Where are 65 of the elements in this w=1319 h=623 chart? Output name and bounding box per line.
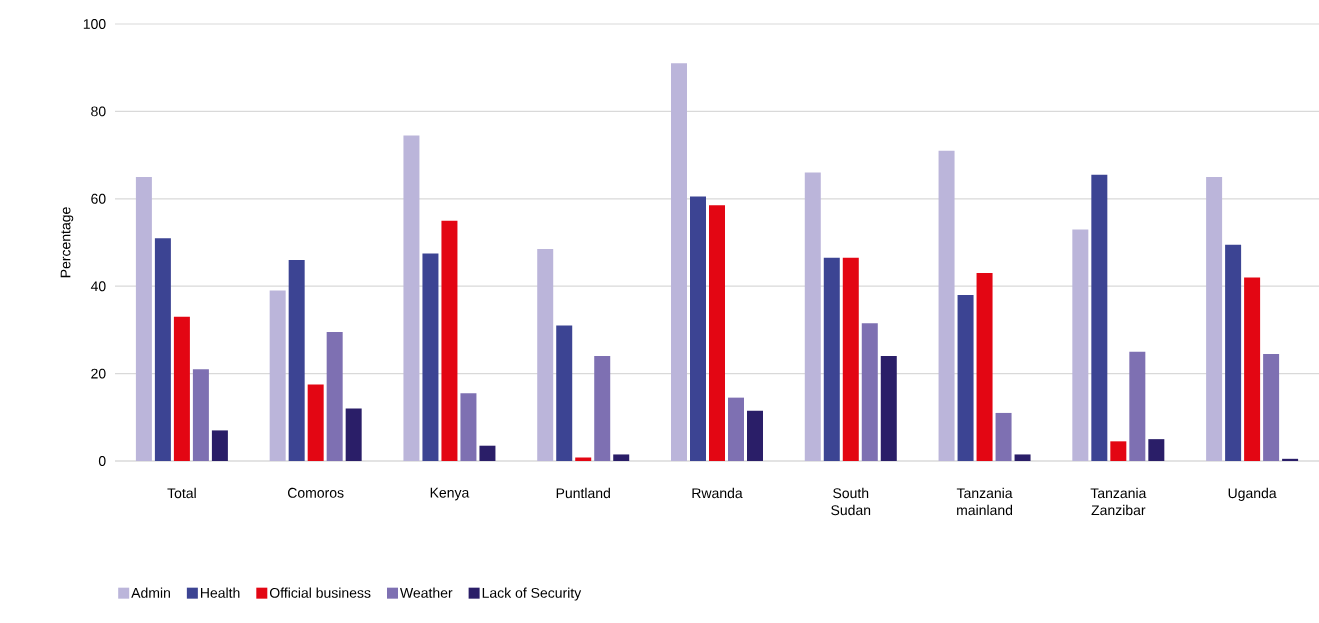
bar — [1129, 351, 1146, 461]
bar — [842, 257, 859, 461]
legend-label: Weather — [400, 587, 453, 598]
bar — [957, 294, 974, 461]
bar — [460, 393, 477, 461]
bar — [823, 257, 840, 461]
bar — [479, 445, 496, 461]
bar — [671, 63, 687, 461]
bar — [537, 249, 554, 461]
bar — [1072, 229, 1089, 461]
y-axis-title: Percentage — [60, 207, 74, 278]
legend-label: Health — [201, 587, 240, 598]
bar — [880, 356, 897, 461]
bar — [441, 220, 458, 461]
x-tick-label: Rwanda — [692, 487, 743, 499]
bar — [976, 273, 993, 461]
legend-label: Official business — [269, 587, 371, 598]
bar — [861, 323, 878, 461]
x-tick-label: Puntland — [556, 487, 610, 499]
bar — [1225, 244, 1242, 461]
y-tick-label: 0 — [98, 456, 106, 466]
x-tick-label: Tanzania Zanzibar — [1090, 487, 1147, 516]
bar — [1206, 176, 1223, 461]
bar — [403, 135, 420, 461]
x-tick-label: Uganda — [1228, 487, 1277, 501]
bar — [192, 369, 209, 461]
x-tick-label: Kenya — [430, 487, 470, 501]
bar — [728, 397, 744, 461]
bar — [211, 430, 228, 461]
bar — [269, 290, 286, 461]
x-tick-label: South Sudan — [831, 487, 871, 516]
bar — [1282, 458, 1299, 461]
x-tick-label: Total — [167, 487, 196, 499]
legend-label: Lack of Security — [482, 587, 582, 601]
bar — [556, 325, 573, 461]
bar — [307, 384, 324, 461]
bar — [326, 332, 343, 461]
bar — [690, 196, 706, 461]
bar — [288, 259, 305, 461]
y-tick-label: 80 — [91, 106, 106, 117]
bar — [1244, 277, 1261, 461]
bar — [747, 410, 763, 461]
y-tick-label: 100 — [83, 19, 106, 29]
bar — [1263, 353, 1280, 461]
bar — [1148, 439, 1165, 461]
legend-label: Admin — [131, 587, 170, 598]
y-tick-label: 40 — [90, 281, 106, 292]
bar — [804, 172, 821, 461]
bar — [1110, 441, 1127, 461]
bar — [613, 454, 630, 461]
y-tick-label: 20 — [91, 368, 106, 379]
x-tick-label: Comoros — [287, 487, 344, 498]
bar — [709, 205, 725, 461]
bar — [154, 238, 171, 461]
bar — [422, 253, 439, 461]
bar — [1014, 454, 1031, 461]
bar — [1091, 174, 1108, 461]
bar — [135, 176, 152, 461]
y-tick-label: 60 — [91, 193, 106, 204]
bar — [938, 150, 955, 461]
bar — [345, 408, 362, 461]
bar — [594, 356, 611, 461]
bar — [995, 412, 1012, 461]
x-tick-label: Tanzania mainland — [956, 487, 1013, 516]
bar — [173, 316, 190, 461]
